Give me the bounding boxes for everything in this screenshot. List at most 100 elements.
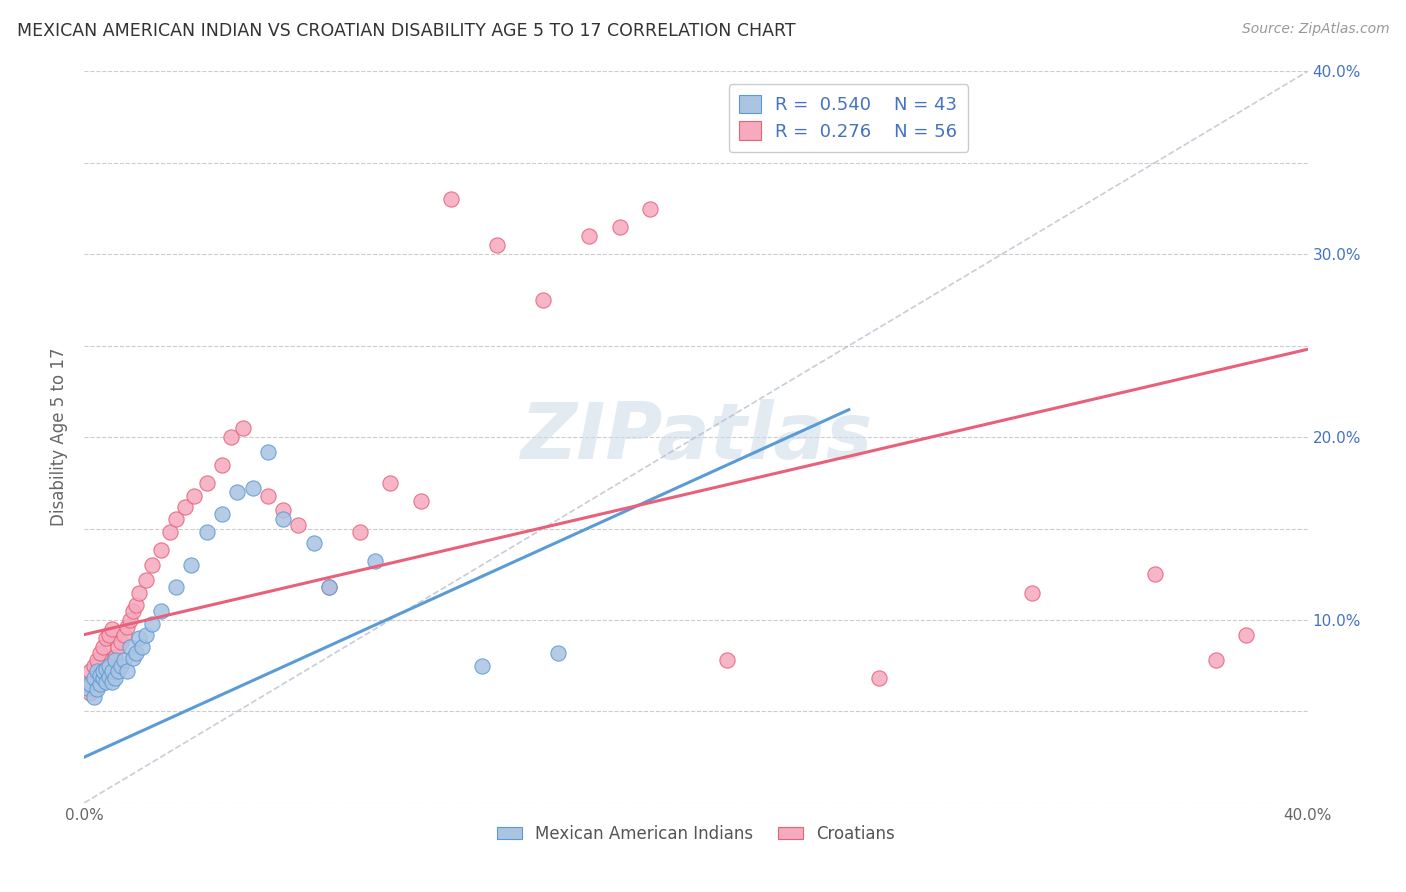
Point [89, 677, 111, 691]
Text: Source: ZipAtlas.com: Source: ZipAtlas.com [1241, 22, 1389, 37]
Point [104, 672, 127, 686]
Point [1236, 627, 1258, 641]
Point [97, 658, 120, 673]
Point [180, 558, 202, 573]
Point [578, 229, 600, 244]
Point [287, 517, 309, 532]
Point [232, 421, 254, 435]
Point [165, 580, 187, 594]
Point [271, 503, 294, 517]
Point [486, 238, 509, 252]
Point [94, 632, 117, 646]
Point [89, 667, 111, 681]
Point [101, 653, 124, 667]
Legend: Mexican American Indians, Croatians: Mexican American Indians, Croatians [491, 818, 901, 849]
Point [869, 672, 891, 686]
Point [76, 681, 98, 695]
Point [104, 649, 127, 664]
Point [128, 585, 150, 599]
Point [91, 664, 114, 678]
Point [76, 677, 98, 691]
Point [159, 525, 181, 540]
Point [86, 664, 108, 678]
Point [165, 512, 187, 526]
Point [112, 653, 135, 667]
Point [125, 599, 148, 613]
Y-axis label: Disability Age 5 to 17: Disability Age 5 to 17 [51, 348, 69, 526]
Point [242, 481, 264, 495]
Point [271, 512, 294, 526]
Point [83, 658, 105, 673]
Point [716, 653, 738, 667]
Point [89, 646, 111, 660]
Point [364, 554, 387, 568]
Point [97, 658, 120, 673]
Point [531, 293, 554, 307]
Point [94, 662, 117, 676]
Point [183, 489, 205, 503]
Point [91, 640, 114, 655]
Point [83, 682, 105, 697]
Point [94, 675, 117, 690]
Point [83, 672, 105, 686]
Point [86, 677, 108, 691]
Text: ZIPatlas: ZIPatlas [520, 399, 872, 475]
Point [141, 558, 163, 573]
Point [97, 627, 120, 641]
Point [195, 525, 218, 540]
Point [131, 640, 153, 655]
Point [609, 219, 631, 234]
Point [91, 667, 114, 681]
Point [349, 525, 371, 540]
Point [257, 489, 280, 503]
Point [1021, 585, 1043, 599]
Point [110, 658, 132, 673]
Point [318, 580, 340, 594]
Point [104, 653, 127, 667]
Point [128, 632, 150, 646]
Point [547, 646, 569, 660]
Point [101, 675, 124, 690]
Point [1205, 653, 1227, 667]
Point [101, 664, 124, 678]
Point [219, 430, 242, 444]
Point [149, 543, 172, 558]
Point [226, 485, 249, 500]
Point [89, 672, 111, 686]
Point [120, 613, 142, 627]
Point [302, 536, 325, 550]
Point [86, 682, 108, 697]
Point [110, 635, 132, 649]
Point [101, 622, 124, 636]
Point [141, 616, 163, 631]
Point [471, 658, 494, 673]
Point [440, 192, 463, 206]
Point [79, 677, 101, 691]
Point [380, 475, 402, 490]
Point [1143, 567, 1166, 582]
Point [149, 604, 172, 618]
Point [112, 627, 135, 641]
Point [97, 670, 120, 684]
Point [79, 664, 101, 678]
Point [135, 573, 157, 587]
Point [195, 475, 218, 490]
Point [638, 202, 661, 216]
Point [174, 500, 197, 514]
Point [409, 494, 432, 508]
Point [318, 580, 340, 594]
Point [122, 651, 145, 665]
Point [211, 507, 233, 521]
Point [94, 664, 117, 678]
Point [115, 620, 138, 634]
Point [115, 664, 138, 678]
Point [257, 444, 280, 458]
Point [86, 653, 108, 667]
Text: MEXICAN AMERICAN INDIAN VS CROATIAN DISABILITY AGE 5 TO 17 CORRELATION CHART: MEXICAN AMERICAN INDIAN VS CROATIAN DISA… [17, 22, 796, 40]
Point [122, 604, 145, 618]
Point [107, 640, 129, 655]
Point [211, 458, 233, 472]
Point [107, 664, 129, 678]
Point [120, 640, 142, 655]
Point [79, 686, 101, 700]
